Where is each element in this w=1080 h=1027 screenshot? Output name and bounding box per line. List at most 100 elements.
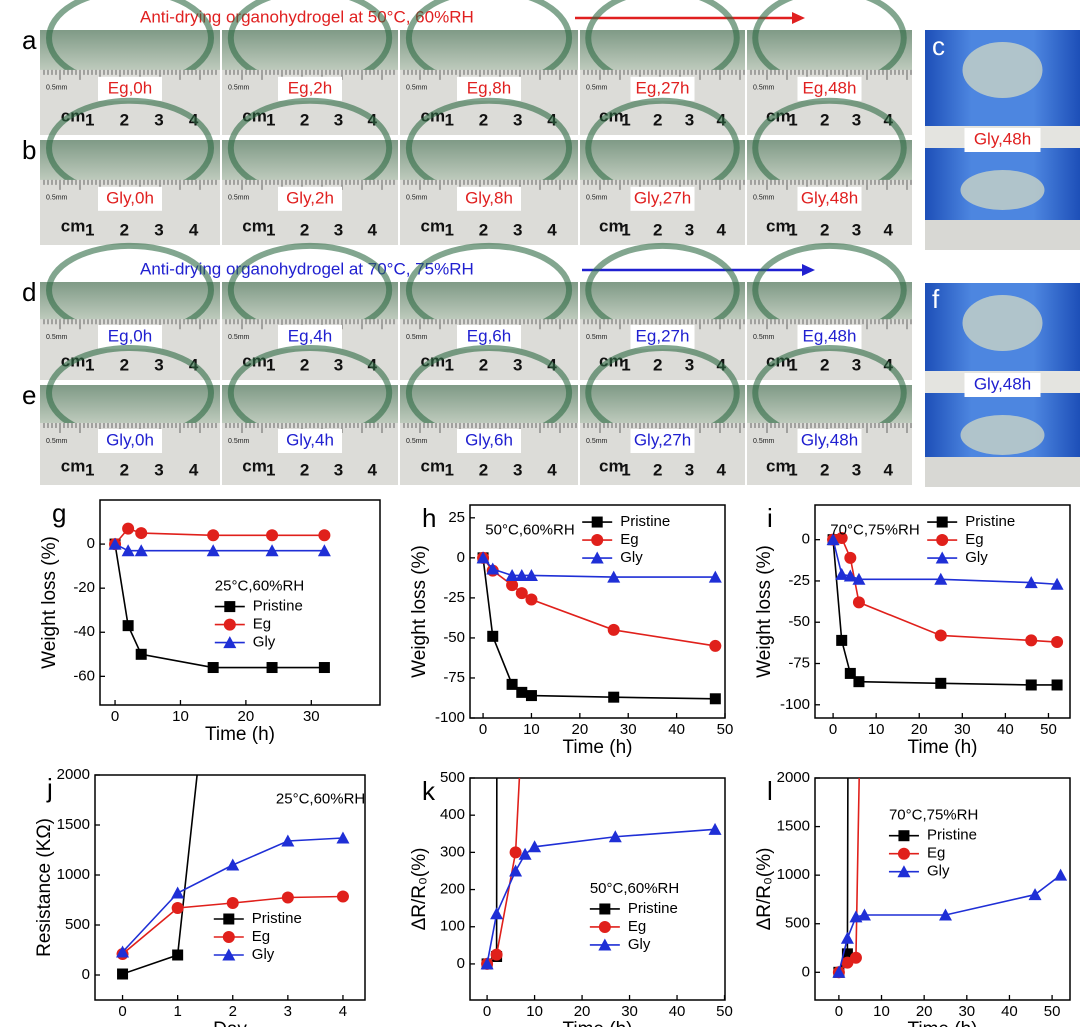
label-box	[797, 186, 862, 211]
ruler-number: 2	[820, 460, 829, 479]
legend-marker	[591, 534, 604, 547]
legend-label: Eg	[252, 928, 270, 945]
legend-marker	[936, 534, 949, 547]
label-box	[797, 324, 862, 349]
photo-label: Eg,0h	[108, 326, 152, 345]
data-point	[852, 596, 865, 609]
legend-label: Pristine	[620, 513, 670, 530]
data-point	[121, 544, 135, 557]
ruler-number: 2	[120, 355, 129, 374]
y-tick-label: -60	[73, 667, 95, 684]
photo-label: Gly,2h	[286, 188, 334, 207]
x-tick-label: 0	[483, 1003, 491, 1020]
legend-label: Gly	[628, 936, 651, 953]
ruler-number: 1	[85, 220, 94, 239]
ruler-unit: cm	[242, 216, 267, 235]
legend-marker	[224, 601, 236, 613]
data-point	[844, 551, 857, 564]
y-tick-label: -40	[73, 623, 95, 640]
ruler-number: 3	[334, 355, 343, 374]
y-tick-label: 400	[440, 806, 465, 823]
ruler-number: 2	[820, 355, 829, 374]
plot-area	[476, 551, 722, 705]
data-point	[1051, 679, 1063, 691]
label-box	[98, 324, 162, 349]
label-box	[278, 324, 342, 349]
y-tick-label: -50	[443, 629, 465, 646]
ruler-number: 2	[653, 460, 662, 479]
ruler-number: 1	[85, 460, 94, 479]
panel-letter: g	[52, 498, 66, 528]
photo-label: Eg,4h	[288, 326, 332, 345]
ruler-number: 2	[479, 110, 488, 129]
ruler-number: 1	[85, 110, 94, 129]
ruler-scale: 0.5mm	[228, 334, 250, 341]
data-point	[607, 623, 620, 636]
ruler-number: 4	[368, 220, 378, 239]
ruler-scale: 0.5mm	[586, 85, 608, 92]
x-tick-label: 20	[574, 1003, 591, 1020]
y-axis-title: Weight loss (%)	[409, 545, 430, 678]
ruler-number: 3	[685, 460, 694, 479]
gel	[960, 170, 1045, 210]
x-tick-label: 10	[523, 721, 540, 738]
y-tick-label: 300	[440, 843, 465, 860]
data-point	[281, 891, 294, 904]
photo-label: Gly,8h	[465, 188, 513, 207]
data-point	[281, 834, 295, 847]
ruler-scale: 0.5mm	[753, 334, 775, 341]
y-tick-label: 25	[448, 509, 465, 526]
ruler-scale: 0.5mm	[46, 195, 68, 202]
ruler-number: 4	[883, 220, 893, 239]
legend-marker	[897, 847, 910, 860]
ruler-scale: 0.5mm	[228, 195, 250, 202]
panel-letter: e	[22, 380, 36, 410]
panel-letter: l	[767, 776, 773, 806]
x-axis-title: Day	[213, 1019, 247, 1027]
y-tick-label: 0	[457, 549, 465, 566]
annotation: 70°C,75%RH	[830, 522, 919, 539]
ruler-number: 2	[653, 110, 662, 129]
ruler-number: 1	[621, 110, 630, 129]
ruler-unit: cm	[766, 216, 791, 235]
label-box	[457, 186, 521, 211]
ruler-number: 2	[120, 220, 129, 239]
ruler-number: 3	[852, 355, 861, 374]
annotation: 25°C,60%RH	[276, 791, 365, 808]
label-box	[457, 429, 521, 453]
plot-frame	[469, 504, 726, 719]
header-text: Anti-drying organohydrogel at 70°C, 75%R…	[140, 259, 474, 278]
data-point	[849, 951, 862, 964]
x-axis-title: Time (h)	[562, 737, 632, 758]
legend-marker	[590, 551, 604, 564]
ruler-number: 1	[266, 355, 275, 374]
x-tick-label: 10	[873, 1003, 890, 1020]
x-tick-label: 50	[1040, 721, 1057, 738]
legend-label: Eg	[965, 531, 983, 548]
y-tick-label: 1500	[777, 818, 810, 835]
ruler-scale: 0.5mm	[586, 438, 608, 445]
ruler-number: 1	[266, 110, 275, 129]
ruler-number: 2	[653, 220, 662, 239]
data-point	[835, 567, 849, 580]
ruler-number: 2	[820, 110, 829, 129]
ruler-scale: 0.5mm	[406, 195, 428, 202]
label-box	[457, 324, 521, 349]
x-tick-label: 20	[916, 1003, 933, 1020]
y-axis-title: ΔR/R₀(%)	[754, 848, 775, 931]
ruler-number: 3	[685, 220, 694, 239]
ruler-number: 2	[820, 220, 829, 239]
data-point	[934, 629, 947, 642]
data-point	[608, 830, 622, 843]
ruler-number: 3	[685, 355, 694, 374]
photo-label: Eg,0h	[108, 78, 152, 97]
x-tick-label: 0	[835, 1003, 843, 1020]
photo-label: Gly,4h	[286, 430, 334, 449]
data-point	[122, 522, 135, 535]
ruler-number: 4	[368, 460, 378, 479]
